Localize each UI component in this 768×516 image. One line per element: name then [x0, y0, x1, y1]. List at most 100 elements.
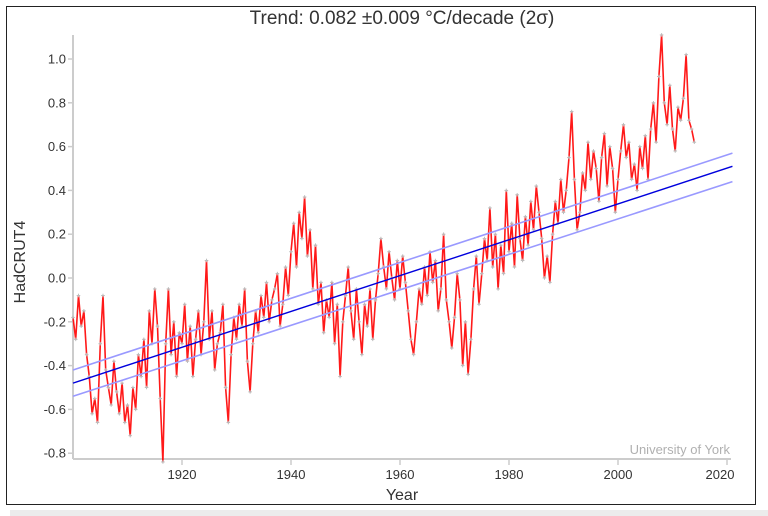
y-tick-label: -0.6 — [44, 402, 66, 417]
data-point — [665, 122, 669, 127]
data-point — [449, 346, 454, 350]
data-point — [482, 236, 487, 241]
data-point — [125, 403, 130, 407]
data-point — [286, 293, 291, 298]
data-point — [387, 249, 391, 254]
data-point — [602, 131, 607, 136]
data-point — [147, 309, 152, 313]
data-point — [599, 155, 604, 160]
data-point — [496, 287, 500, 291]
y-axis-label: HadCRUT4 — [12, 221, 29, 304]
data-point — [406, 309, 410, 313]
data-point — [128, 433, 133, 438]
y-tick-label: 1.0 — [48, 52, 66, 67]
data-point — [163, 341, 168, 346]
data-point — [578, 210, 582, 215]
chart-title: Trend: 0.082 ±0.009 °C/decade (2σ) — [250, 8, 555, 29]
data-point — [523, 214, 528, 219]
data-point — [689, 127, 694, 131]
data-point — [242, 287, 247, 291]
data-point — [93, 396, 97, 401]
data-point — [605, 184, 609, 188]
data-point — [278, 324, 282, 328]
data-point — [234, 337, 239, 342]
data-point — [545, 254, 549, 258]
data-point — [177, 330, 182, 335]
data-point — [308, 228, 312, 232]
data-point — [180, 341, 184, 346]
data-point — [144, 385, 149, 390]
data-point — [166, 287, 171, 291]
data-point — [321, 330, 326, 335]
data-point — [490, 265, 495, 269]
data-point — [501, 271, 506, 276]
data-point — [654, 140, 658, 145]
data-point — [400, 254, 405, 258]
x-tick-label: 1980 — [495, 467, 524, 482]
data-point — [169, 352, 173, 357]
y-tick-label: -0.4 — [44, 358, 66, 373]
data-point — [635, 188, 639, 193]
data-point — [117, 411, 122, 416]
data-point — [580, 171, 585, 175]
data-point — [300, 236, 304, 241]
data-point — [193, 337, 198, 342]
data-point — [112, 359, 116, 364]
data-point — [109, 403, 113, 407]
data-point — [564, 188, 569, 193]
data-point — [76, 293, 81, 298]
data-point — [332, 341, 337, 346]
data-point — [515, 192, 519, 197]
data-point — [283, 265, 288, 269]
data-point — [120, 381, 124, 385]
data-point — [237, 302, 242, 307]
data-point — [518, 236, 522, 241]
data-point — [561, 210, 566, 215]
data-point — [373, 298, 378, 302]
trend-lower-bound — [72, 180, 733, 398]
data-point — [226, 420, 231, 425]
y-axis: 1.0 0.8 0.6 0.4 0.2 0.0 -0.2 -0.4 -0.6 -0.8 — [44, 35, 74, 461]
data-point — [507, 249, 511, 254]
data-point — [534, 184, 539, 188]
data-point — [90, 411, 94, 416]
y-tick-label: 0.6 — [48, 139, 66, 154]
data-point — [275, 271, 280, 276]
data-point — [583, 188, 588, 193]
data-point — [684, 52, 688, 57]
data-point — [139, 374, 143, 379]
data-point — [71, 315, 75, 320]
data-point — [360, 352, 364, 357]
data-point — [455, 271, 460, 276]
data-point — [616, 177, 620, 182]
x-tick-label: 1960 — [386, 467, 415, 482]
data-point — [297, 210, 301, 215]
data-point — [433, 258, 438, 263]
data-point — [430, 280, 435, 285]
data-point — [608, 144, 612, 149]
data-point — [313, 243, 318, 247]
data-point — [311, 287, 315, 291]
data-point — [210, 309, 214, 313]
data-point — [692, 140, 697, 145]
x-tick-label: 1920 — [168, 467, 197, 482]
data-point — [409, 337, 413, 342]
data-point — [444, 298, 449, 302]
y-tick-label: -0.8 — [44, 446, 66, 461]
data-point — [648, 127, 653, 131]
data-point — [346, 265, 351, 269]
data-point — [122, 420, 127, 425]
data-point — [204, 258, 209, 263]
data-point — [133, 407, 138, 412]
data-point — [248, 390, 252, 394]
data-point — [114, 390, 119, 394]
data-point — [79, 324, 83, 328]
trend-line — [72, 165, 733, 384]
data-point — [681, 96, 686, 101]
data-point — [136, 352, 141, 357]
data-point — [335, 302, 340, 307]
data-point — [520, 258, 525, 263]
data-point — [629, 177, 634, 182]
data-point — [499, 243, 503, 247]
